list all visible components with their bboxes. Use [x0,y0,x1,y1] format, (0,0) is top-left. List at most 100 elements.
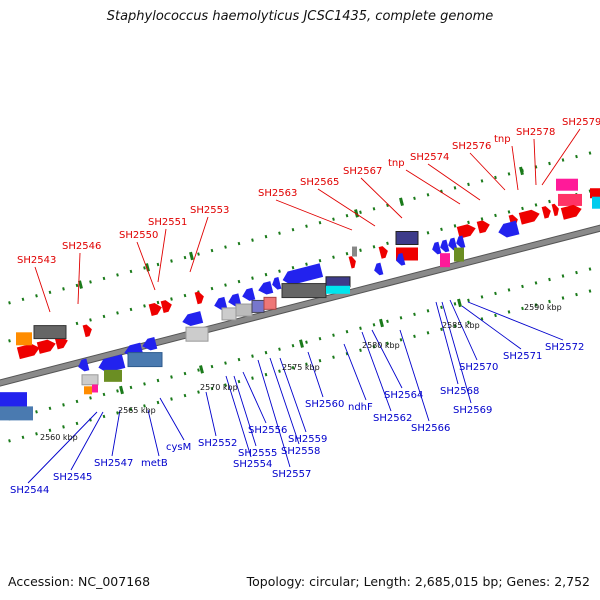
track-dot [278,347,281,351]
track-dot [156,300,160,305]
gene-feature [148,302,162,317]
track-dot [318,258,322,263]
track-dot [480,217,484,221]
track-dot [62,425,65,429]
gene-feature [396,252,406,266]
track-dot [440,305,443,310]
kbp-tick-label: 2585 kbp [442,321,480,330]
track-dot [197,252,200,256]
track-dot [237,241,241,246]
track-dot [413,196,416,201]
track-dot [156,262,160,267]
track-dot [102,276,106,281]
gene-feature [16,343,40,360]
track-dot [48,428,52,433]
accession-text: Accession: NC_007168 [8,574,151,589]
map-title: Staphylococcus haemolyticus JCSC1435, co… [106,9,494,24]
gene-label-top: SH2550 [119,230,158,241]
track-dot [62,403,65,407]
label-leader-line [360,177,403,219]
genome-summary-text: Topology: circular; Length: 2,685,015 bp… [246,574,590,589]
track-dot [534,203,538,207]
gene-label-top: tnp [388,158,405,169]
track-dot [440,227,443,232]
track-dot [521,284,524,289]
label-leader-line [242,371,267,424]
gene-feature [374,262,384,276]
track-dot [143,266,146,270]
gene-label-top: SH2546 [62,241,101,252]
track-dot [21,297,25,302]
track-dot [359,326,362,330]
track-dot [359,248,362,252]
track-dot [48,406,52,411]
label-leader-line [533,138,537,186]
track-dot [35,294,38,298]
track-dot [102,392,106,397]
track-dot [264,350,268,355]
track-dot [251,276,254,280]
gene-block [352,246,357,257]
track-dot [561,274,565,278]
track-dot [548,299,551,304]
track-dot [588,267,592,271]
gene-feature [258,281,274,295]
track-dot [386,319,389,323]
label-leader-line [307,351,324,398]
gene-block [185,326,209,342]
track-dot [467,182,470,187]
track-dot [345,252,349,256]
label-leader-line [34,266,51,313]
track-dot [224,245,227,249]
gene-feature [214,296,228,311]
track-dot [332,255,335,259]
gene-feature [282,263,324,286]
track-dot [561,158,565,162]
gene-feature [228,293,242,307]
track-dot [426,309,430,313]
track-dot [89,280,92,284]
track-dot [102,314,106,319]
gene-features [0,178,600,421]
label-leader-line [111,409,121,457]
gene-label-top: SH2563 [258,188,297,199]
gene-label-top: SH2543 [17,255,56,266]
gene-label-bottom: SH2571 [503,351,542,362]
label-leader-line [275,199,353,231]
track-dot [291,265,295,270]
track-dot [183,255,187,260]
label-leader-line [541,128,581,186]
label-leader-line [405,169,461,205]
label-leader-line [205,391,217,437]
gene-label-bottom: SH2559 [288,434,327,445]
track-dot [399,338,403,342]
track-dot [561,296,565,300]
track-dot [156,400,160,405]
gene-block [325,276,351,288]
gene-block [558,193,582,206]
track-dot [575,270,578,275]
gene-label-bottom: SH2564 [384,390,423,401]
gene-feature [78,358,90,372]
track-dot [264,372,268,377]
track-dot [116,311,119,315]
track-dot [318,336,322,341]
track-dot [35,410,38,414]
track-dot [156,378,160,383]
track-dot [116,389,119,393]
track-dot [345,214,349,218]
track-dot [372,207,376,211]
label-leader-line [159,397,185,441]
track-dot [494,313,497,318]
track-tick [119,385,124,395]
gene-label-bottom: metB [141,458,168,469]
gene-block [0,406,33,421]
track-dot [197,390,200,394]
label-leader-line [399,329,430,422]
gene-block [33,325,67,340]
track-dot [345,330,349,334]
track-dot [372,245,376,249]
gene-label-bottom: SH2568 [440,386,479,397]
gene-feature [456,224,476,239]
